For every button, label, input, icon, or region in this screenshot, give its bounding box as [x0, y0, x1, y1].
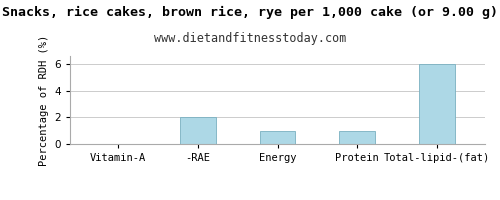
Text: Snacks, rice cakes, brown rice, rye per 1,000 cake (or 9.00 g): Snacks, rice cakes, brown rice, rye per … [2, 6, 498, 19]
Bar [340, 131, 376, 144]
Text: www.dietandfitnesstoday.com: www.dietandfitnesstoday.com [154, 32, 346, 45]
Bar [180, 117, 216, 144]
Bar [419, 64, 455, 144]
Y-axis label: Percentage of RDH (%): Percentage of RDH (%) [39, 34, 49, 166]
Bar [260, 131, 296, 144]
